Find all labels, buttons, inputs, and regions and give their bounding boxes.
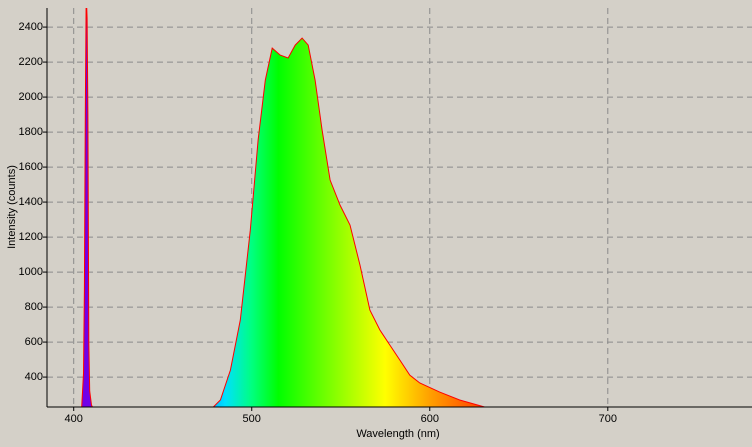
x-tick-label: 400 (65, 413, 83, 425)
y-tick-label: 800 (25, 301, 43, 313)
plot-area (47, 8, 752, 407)
y-tick-label: 1800 (19, 126, 43, 138)
y-tick-label: 2200 (19, 56, 43, 68)
y-tick-label: 1200 (19, 231, 43, 243)
y-axis-label: Intensity (counts) (6, 165, 18, 249)
y-tick-label: 2400 (19, 21, 43, 33)
marks (81, 8, 488, 407)
labels: 400 600 800 1000 1200 1400 1600 1800 2000 2200 240… (19, 21, 617, 425)
x-tick-label: 500 (243, 413, 261, 425)
x-tick-label: 700 (599, 413, 617, 425)
y-tick-label: 600 (25, 336, 43, 348)
y-tick-label: 1400 (19, 196, 43, 208)
spectrum-area (81, 8, 485, 407)
y-tick-label: 1000 (19, 266, 43, 278)
y-tick-label: 400 (25, 371, 43, 383)
y-tick-label: 2000 (19, 91, 43, 103)
x-axis-label: Wavelength (nm) (356, 428, 439, 440)
y-tick-label: 1600 (19, 161, 43, 173)
spectrum-line (81, 8, 488, 407)
x-tick-label: 600 (421, 413, 439, 425)
